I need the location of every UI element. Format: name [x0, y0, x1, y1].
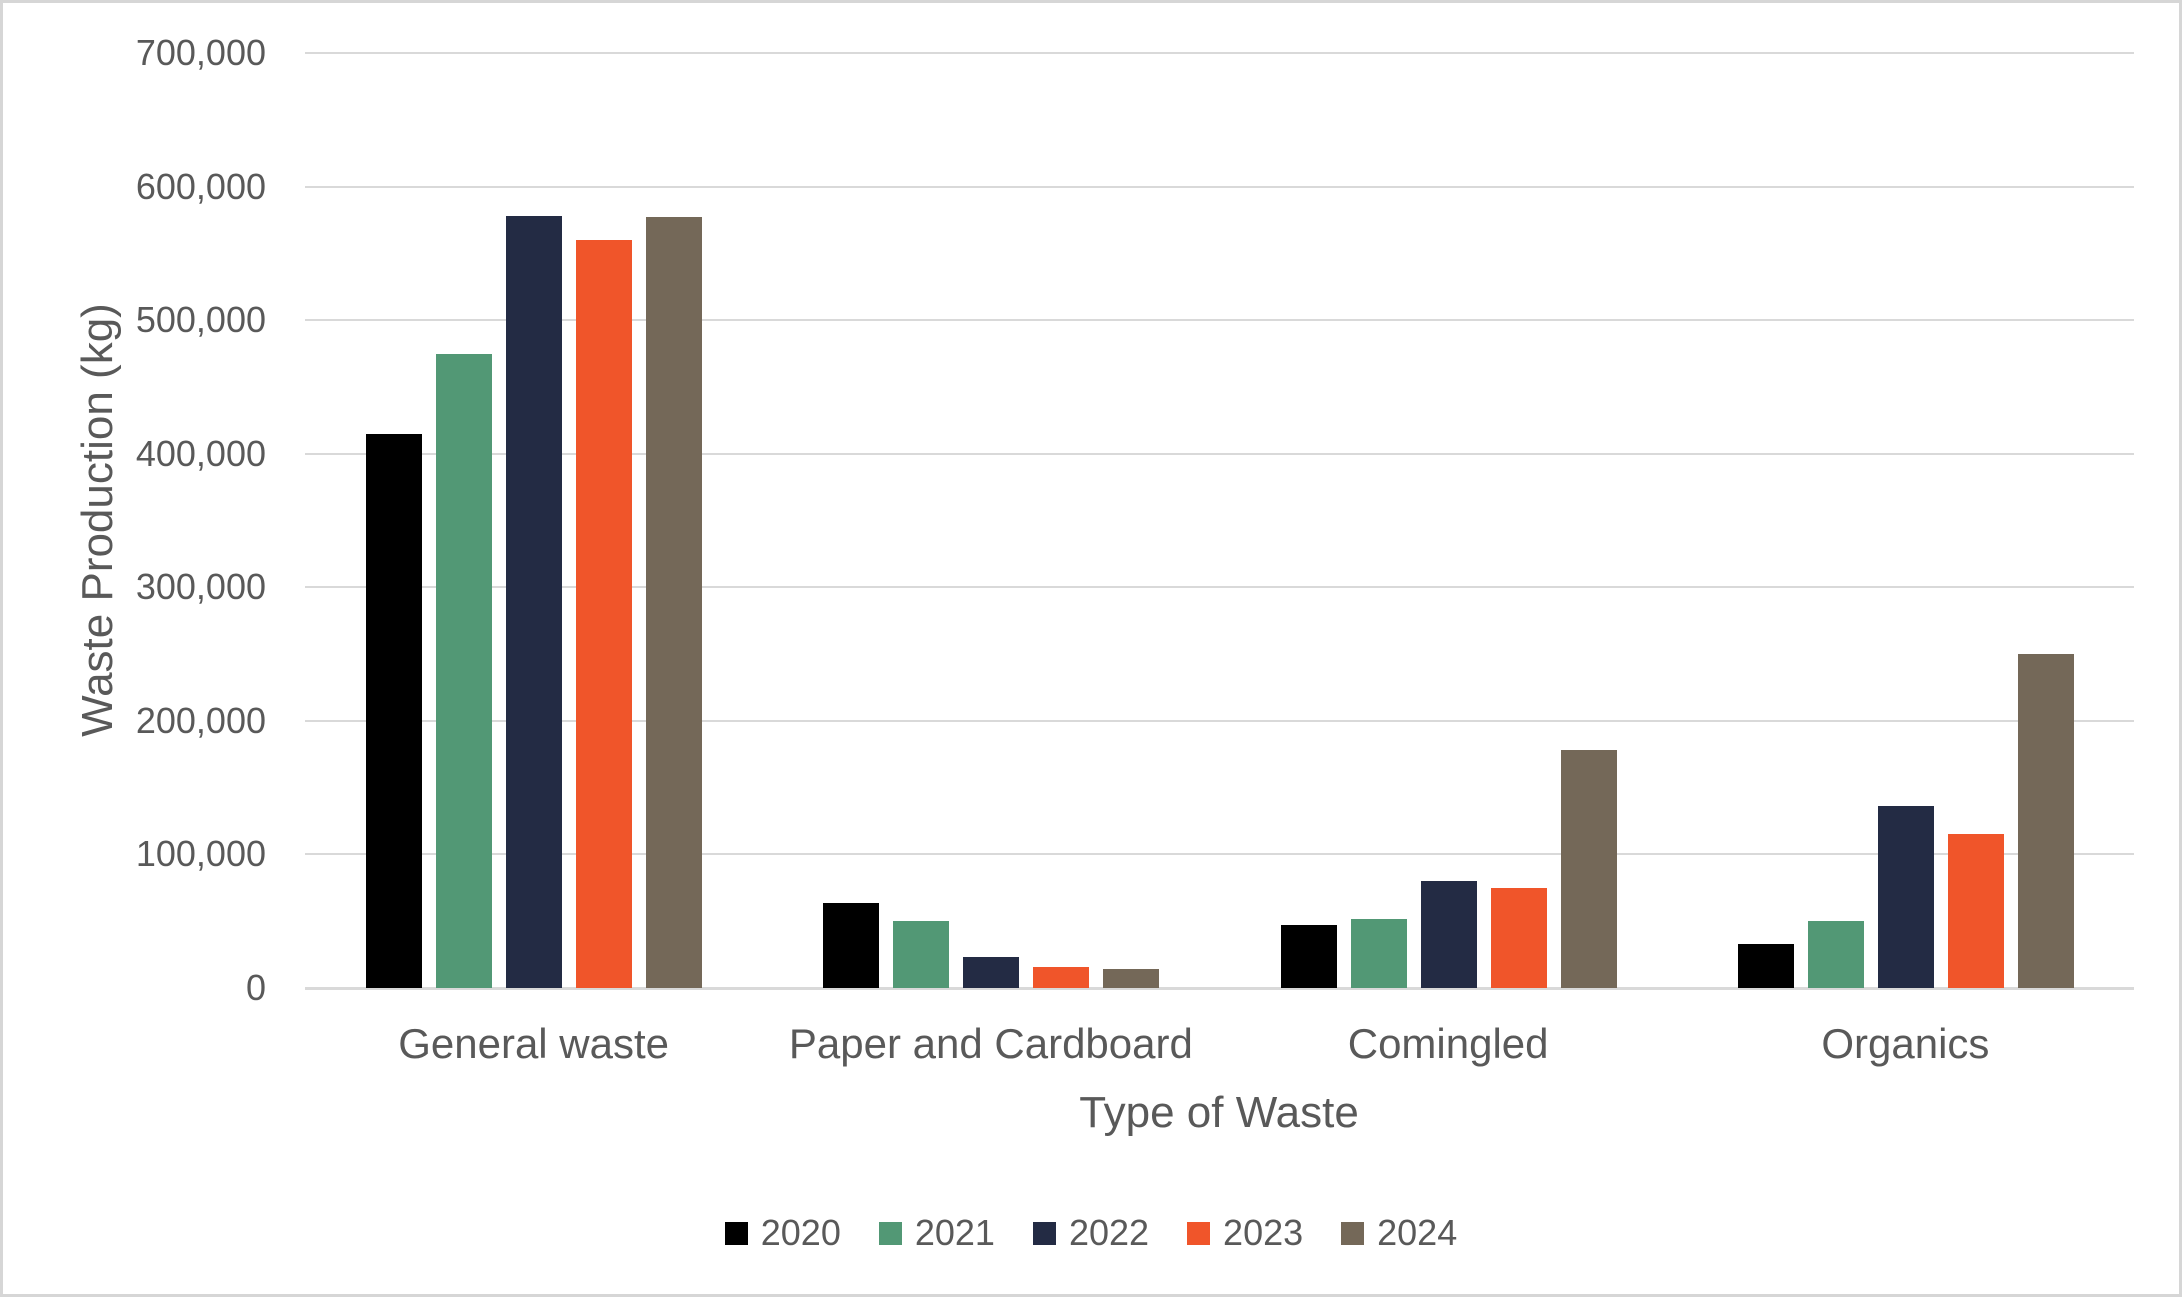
gridline-300000 — [305, 586, 2134, 589]
bar-2023-organics — [1947, 834, 2004, 988]
y-tick-label-300000: 300,000 — [135, 566, 266, 608]
bar-2023-paper-and-cardboard — [1033, 966, 1090, 988]
legend-item-2020: 2020 — [724, 1210, 841, 1256]
y-tick-label-100000: 100,000 — [135, 833, 266, 875]
y-tick-label-200000: 200,000 — [135, 699, 266, 741]
y-tick-label-600000: 600,000 — [135, 165, 266, 207]
legend-item-2022: 2022 — [1032, 1210, 1150, 1256]
bar-2024-general-waste — [646, 217, 702, 988]
bar-2022-organics — [1877, 806, 1934, 988]
legend-swatch-2024 — [1341, 1221, 1365, 1245]
legend-swatch-2022 — [1032, 1221, 1056, 1245]
legend-label-2022: 2022 — [1068, 1212, 1150, 1253]
gridline-400000 — [305, 452, 2134, 455]
bar-2024-organics — [2017, 654, 2074, 988]
legend-label-2020: 2020 — [760, 1212, 841, 1253]
bar-2023-comingled — [1490, 887, 1547, 988]
gridline-700000 — [305, 52, 2134, 54]
legend-label-2024: 2024 — [1377, 1212, 1458, 1253]
x-axis-title: Type of Waste — [1079, 1088, 1359, 1137]
bar-2024-paper-and-cardboard — [1103, 969, 1160, 988]
x-tick-label-paper-and-cardboard: Paper and Cardboard — [788, 1020, 1193, 1067]
plot-area — [305, 52, 2134, 990]
bar-2021-comingled — [1350, 918, 1407, 988]
bar-2020-general-waste — [366, 433, 422, 988]
y-tick-label-0: 0 — [245, 967, 266, 1008]
legend: 2020 2021 2022 2023 2024 — [3, 1210, 2179, 1256]
bar-2020-comingled — [1280, 925, 1337, 988]
gridline-200000 — [305, 719, 2134, 722]
y-tick-label-400000: 400,000 — [135, 432, 266, 474]
y-axis-title: Waste Production (kg) — [73, 303, 122, 737]
bar-2022-comingled — [1420, 881, 1477, 988]
legend-swatch-2021 — [878, 1221, 902, 1245]
y-tick-label-500000: 500,000 — [135, 299, 266, 341]
gridline-500000 — [305, 319, 2134, 322]
legend-label-2021: 2021 — [914, 1212, 995, 1253]
gridline-600000 — [305, 185, 2134, 188]
legend-label-2023: 2023 — [1223, 1212, 1304, 1253]
gridline-100000 — [305, 853, 2134, 856]
x-tick-label-organics: Organics — [1821, 1020, 1990, 1067]
x-axis-line — [305, 987, 2134, 990]
bar-2021-organics — [1807, 921, 1864, 988]
bar-2023-general-waste — [576, 240, 632, 988]
legend-item-2023: 2023 — [1187, 1210, 1303, 1256]
bar-2021-paper-and-cardboard — [893, 921, 950, 988]
legend-swatch-2020 — [724, 1221, 748, 1245]
bar-2022-general-waste — [506, 215, 562, 988]
bar-2020-organics — [1737, 943, 1794, 988]
legend-item-2024: 2024 — [1341, 1210, 1457, 1256]
legend-item-2021: 2021 — [878, 1210, 995, 1256]
bar-2022-paper-and-cardboard — [963, 957, 1020, 988]
bar-2020-paper-and-cardboard — [823, 902, 880, 988]
bar-2024-comingled — [1560, 750, 1617, 988]
bar-2021-general-waste — [436, 353, 492, 988]
x-tick-label-general-waste: General waste — [398, 1020, 670, 1067]
y-tick-label-700000: 700,000 — [135, 32, 266, 73]
legend-swatch-2023 — [1187, 1221, 1211, 1245]
x-tick-label-comingled: Comingled — [1347, 1020, 1549, 1067]
